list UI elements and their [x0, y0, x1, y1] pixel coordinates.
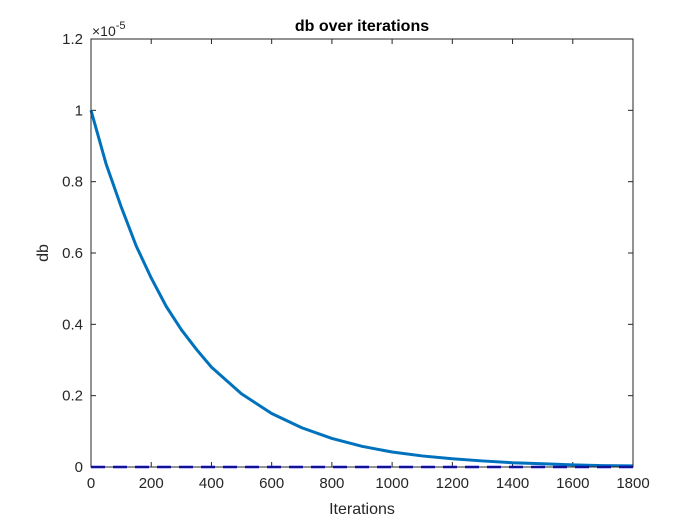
x-tick-labels: 0 200 400 600 800 1000 1200 1400 1600 1800 — [87, 475, 650, 492]
y-tick-label: 0.2 — [62, 388, 83, 405]
x-axis-label: Iterations — [329, 501, 395, 518]
y-axis-label: db — [35, 244, 52, 262]
plot-frame — [90, 38, 634, 468]
x-tick-label: 400 — [199, 475, 224, 492]
tick-marks — [90, 38, 634, 468]
y-tick-label: 0.4 — [62, 316, 83, 333]
x-tick-label: 1200 — [436, 475, 469, 492]
x-tick-label: 1800 — [616, 475, 649, 492]
y-exponent-power: -5 — [116, 20, 126, 32]
y-tick-labels: 0 0.2 0.4 0.6 0.8 1 1.2 — [62, 31, 83, 476]
y-exponent-label: ×10-5 — [92, 20, 126, 39]
x-tick-label: 800 — [319, 475, 344, 492]
y-tick-label: 0 — [75, 459, 83, 476]
x-tick-label: 1400 — [496, 475, 529, 492]
chart-title: db over iterations — [295, 18, 429, 35]
x-tick-label: 1000 — [375, 475, 408, 492]
y-tick-label: 1 — [75, 102, 83, 119]
y-tick-label: 0.6 — [62, 245, 83, 262]
x-tick-label: 200 — [139, 475, 164, 492]
y-tick-label: 1.2 — [62, 31, 83, 48]
x-tick-label: 0 — [87, 475, 95, 492]
y-tick-label: 0.8 — [62, 174, 83, 191]
series-line-1 — [89, 109, 634, 468]
x-tick-label: 600 — [259, 475, 284, 492]
plot-area — [91, 39, 633, 467]
x-tick-label: 1600 — [556, 475, 589, 492]
